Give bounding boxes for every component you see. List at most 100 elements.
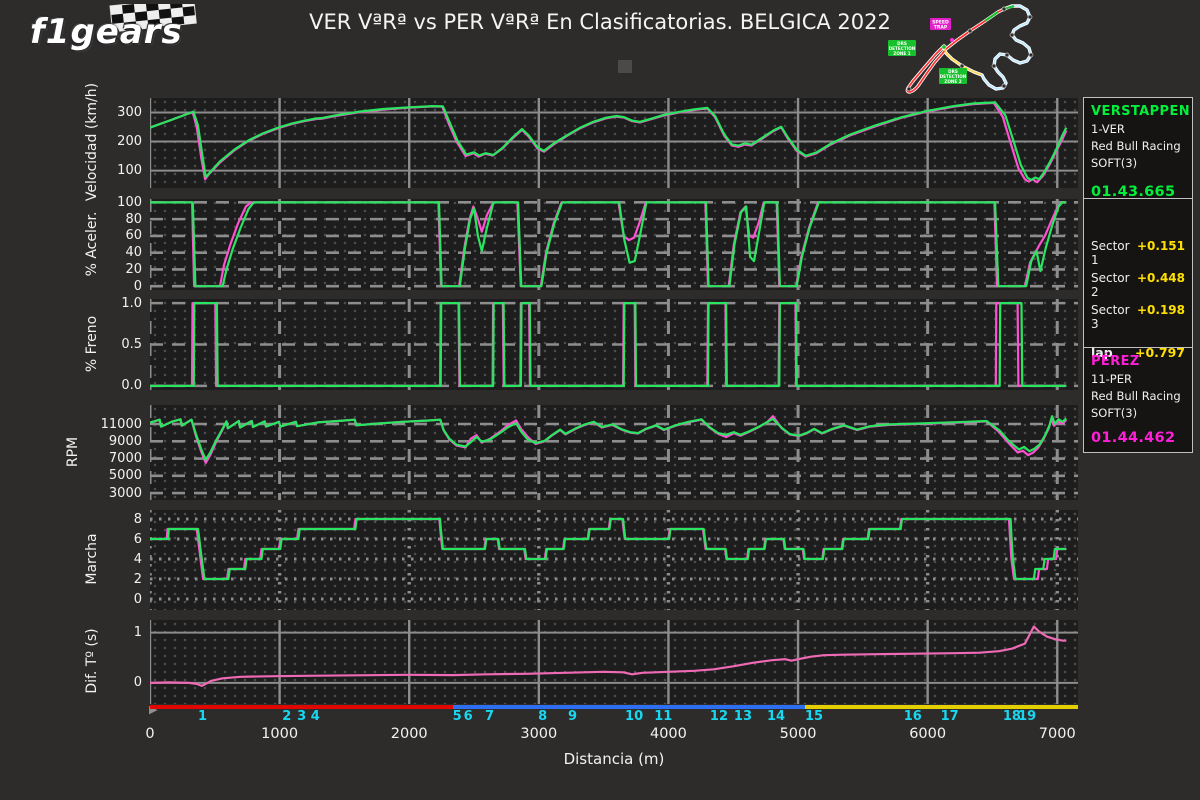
x-tick: 2000	[390, 726, 428, 742]
driver2-name: PÉREZ	[1091, 354, 1140, 369]
corner-label-7: 7	[485, 709, 495, 724]
corner-label-14: 14	[766, 709, 786, 724]
svg-text:DRS: DRS	[948, 69, 958, 74]
svg-text:SPEED: SPEED	[932, 20, 949, 26]
corner-label-11: 11	[654, 709, 673, 724]
x-tick: 5000	[779, 726, 817, 742]
y-tick-velocidad: 300	[117, 105, 142, 121]
sector3-delta: +0.198	[1136, 303, 1185, 317]
y-tick-rpm: 11000	[100, 416, 142, 432]
sector-deltas-block: Sector 1 +0.151 Sector 2 +0.448 Sector 3…	[1084, 198, 1192, 360]
svg-text:DETECTION: DETECTION	[940, 74, 967, 79]
y-tick-rpm: 3000	[108, 485, 142, 501]
x-tick: 7000	[1038, 726, 1076, 742]
y-tick-marcha: 0	[133, 591, 142, 607]
lap-delta-row: lap +0.797	[1091, 345, 1185, 360]
corner-label-2: 2	[282, 709, 292, 724]
panel-freno	[150, 299, 1078, 390]
corner-label-19: 19	[1018, 709, 1037, 724]
y-tick-marcha: 6	[133, 531, 142, 547]
ver-line-rpm	[150, 415, 1068, 461]
drs-zone-segment-1	[984, 11, 999, 22]
corner-label-3: 3	[297, 709, 307, 724]
y-axis-label-dif: Dif. Tº (s)	[84, 628, 100, 694]
corner-label-1: 1	[197, 709, 207, 724]
y-tick-marcha: 8	[133, 511, 142, 527]
sector1-delta: +0.151	[1136, 239, 1185, 253]
driver2-code: 11-PER	[1091, 372, 1132, 386]
track-sector3	[943, 46, 983, 76]
y-tick-freno: 0.5	[121, 337, 142, 352]
svg-text:DETECTION: DETECTION	[889, 46, 916, 51]
driver1-tyre: SOFT(3)	[1091, 156, 1138, 170]
x-tick: 0	[145, 726, 155, 742]
corner-label-4: 4	[310, 709, 320, 724]
corner-label-17: 17	[940, 709, 959, 724]
corner-label-6: 6	[463, 709, 473, 724]
y-tick-acelerador: 80	[125, 211, 142, 227]
y-axis-label-rpm: RPM	[65, 436, 81, 467]
y-tick-acelerador: 60	[125, 228, 142, 244]
y-axis-label-freno: % Freno	[84, 315, 100, 372]
y-tick-velocidad: 100	[117, 163, 142, 179]
x-axis-title: Distancia (m)	[563, 750, 665, 768]
driver1-laptime: 01.43.665	[1091, 184, 1176, 200]
x-tick: 3000	[520, 726, 558, 742]
sector2-label: Sector 2	[1091, 271, 1130, 299]
play-arrow-icon: ▶	[149, 703, 158, 716]
page-title: VER VªRª vs PER VªRª En Clasificatorias.…	[309, 10, 891, 34]
sector-bar-3	[804, 705, 1078, 709]
corner-label-13: 13	[733, 709, 752, 724]
svg-text:ZONE 1: ZONE 1	[893, 51, 910, 56]
y-tick-rpm: 7000	[108, 451, 142, 467]
corner-markers	[906, 6, 1034, 92]
corner-label-5: 5	[452, 709, 462, 724]
ver-line-acelerador	[150, 201, 1067, 288]
y-tick-acelerador: 0	[133, 278, 142, 294]
y-tick-dif: 1	[133, 625, 142, 641]
panel-marcha	[150, 510, 1078, 610]
y-tick-marcha: 4	[133, 551, 142, 567]
corner-label-16: 16	[903, 709, 922, 724]
lap-label: lap	[1091, 345, 1113, 360]
driver1-team: Red Bull Racing	[1091, 139, 1181, 153]
panel-velocidad	[150, 98, 1078, 188]
verstappen-info-block: VERSTAPPEN 1-VER Red Bull Racing SOFT(3)…	[1084, 98, 1192, 200]
svg-text:TRAP: TRAP	[934, 25, 948, 31]
sector2-delta: +0.448	[1136, 271, 1185, 285]
corner-label-12: 12	[709, 709, 729, 724]
start-finish-marker	[941, 44, 947, 50]
y-tick-acelerador: 100	[117, 194, 142, 210]
corner-label-9: 9	[567, 709, 578, 724]
y-tick-marcha: 2	[133, 571, 142, 587]
x-tick: 1000	[261, 726, 299, 742]
sector-bar-2	[453, 705, 805, 709]
panel-acelerador	[150, 199, 1078, 290]
sector3-row: Sector 3 +0.198	[1091, 303, 1185, 331]
x-tick: 4000	[649, 726, 687, 742]
track-map: SPEED TRAP DRS DETECTION ZONE 1 DRS DETE…	[886, 2, 1082, 96]
panel-dif	[150, 620, 1078, 704]
y-tick-velocidad: 200	[117, 134, 142, 150]
sector2-row: Sector 2 +0.448	[1091, 271, 1185, 299]
sector3-label: Sector 3	[1091, 303, 1130, 331]
sector1-label: Sector 1	[1091, 239, 1130, 267]
x-tick: 6000	[909, 726, 947, 742]
corner-label-10: 10	[625, 709, 644, 724]
driver-info-panel: VERSTAPPEN 1-VER Red Bull Racing SOFT(3)…	[1083, 97, 1193, 453]
ver-line-freno	[150, 301, 1067, 388]
sector-bar-1	[150, 705, 454, 709]
driver2-tyre: SOFT(3)	[1091, 406, 1138, 420]
corner-label-8: 8	[538, 709, 548, 724]
app-logo: f1gears	[22, 4, 212, 60]
ver-line-marcha	[150, 517, 1067, 581]
speed-trap-label: SPEED TRAP	[930, 18, 951, 31]
driver1-name: VERSTAPPEN	[1091, 104, 1191, 119]
corner-label-15: 15	[804, 709, 824, 724]
perez-info-block: PÉREZ 11-PER Red Bull Racing SOFT(3) 01.…	[1084, 348, 1192, 448]
corner-label-18: 18	[1002, 709, 1021, 724]
ver-line-velocidad	[150, 101, 1068, 182]
svg-text:ZONE 2: ZONE 2	[944, 79, 961, 84]
drs-detection-zone1-label: DRS DETECTION ZONE 1	[888, 40, 916, 56]
driver2-team: Red Bull Racing	[1091, 389, 1181, 403]
